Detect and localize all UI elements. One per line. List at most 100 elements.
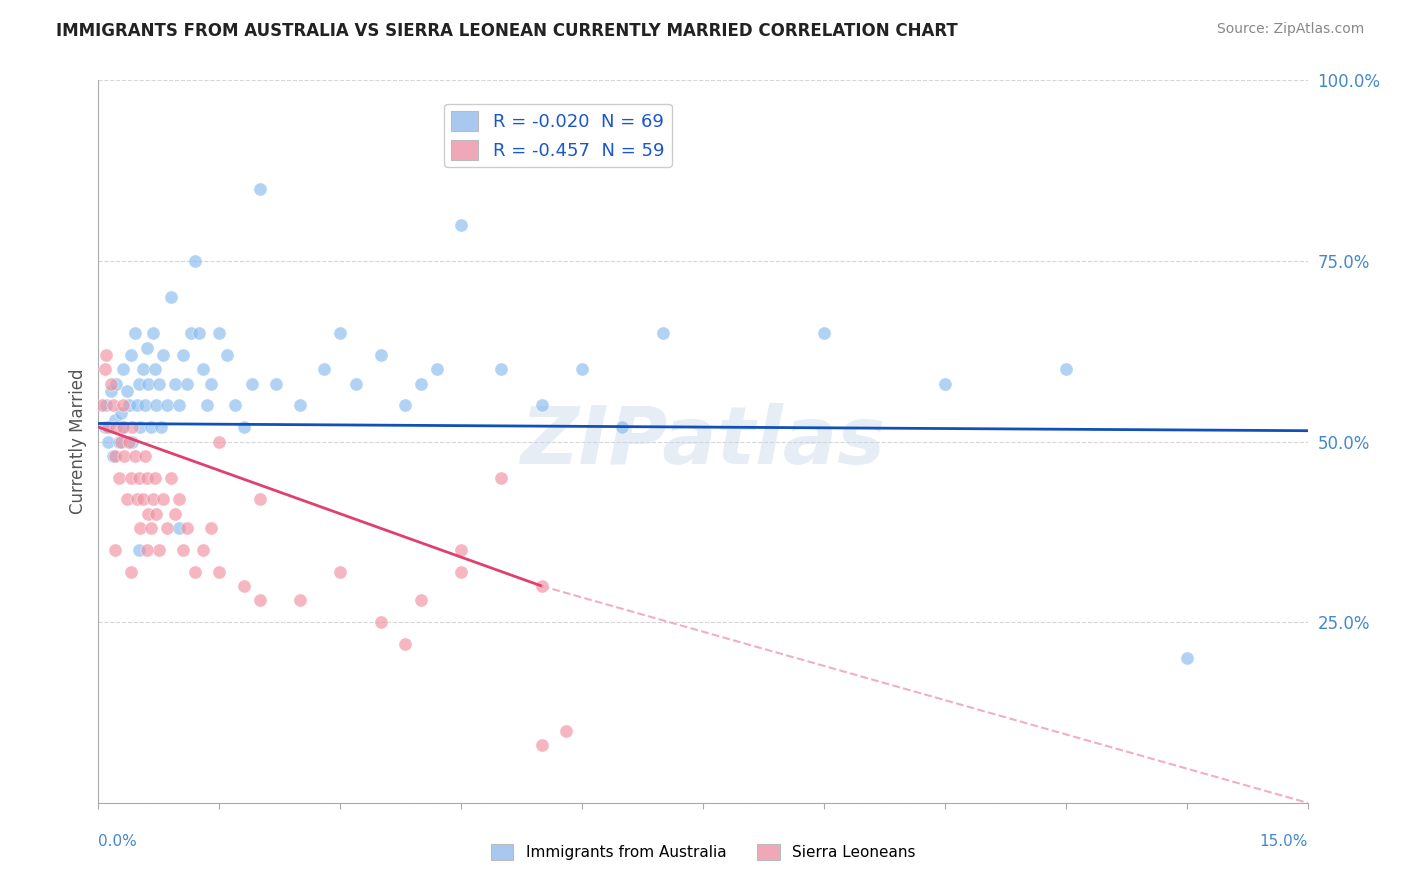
Point xyxy=(129,521,152,535)
Point xyxy=(188,326,211,341)
Point xyxy=(288,593,311,607)
Point xyxy=(129,420,152,434)
Point xyxy=(156,521,179,535)
Point xyxy=(142,326,165,341)
Point xyxy=(105,420,128,434)
Point xyxy=(111,398,134,412)
Point xyxy=(96,348,118,362)
Point xyxy=(571,362,593,376)
Point xyxy=(115,492,138,507)
Point xyxy=(426,362,449,376)
Point xyxy=(193,542,215,557)
Point xyxy=(139,521,162,535)
Point xyxy=(135,542,157,557)
Point xyxy=(148,542,170,557)
Point xyxy=(132,492,155,507)
Point xyxy=(110,406,132,420)
Point xyxy=(105,376,128,391)
Point xyxy=(249,593,271,607)
Point xyxy=(120,471,142,485)
Point xyxy=(128,471,150,485)
Point xyxy=(314,362,336,376)
Point xyxy=(1054,362,1077,376)
Point xyxy=(135,471,157,485)
Point xyxy=(103,449,125,463)
Point xyxy=(232,420,254,434)
Point xyxy=(128,542,150,557)
Point xyxy=(176,521,198,535)
Point xyxy=(142,492,165,507)
Point xyxy=(148,376,170,391)
Point xyxy=(167,521,190,535)
Point xyxy=(134,449,156,463)
Point xyxy=(224,398,246,412)
Point xyxy=(107,434,129,449)
Point xyxy=(491,471,513,485)
Point xyxy=(1175,651,1198,665)
Point xyxy=(121,434,143,449)
Text: 0.0%: 0.0% xyxy=(98,834,138,849)
Point xyxy=(180,326,202,341)
Point xyxy=(329,565,352,579)
Point xyxy=(450,542,472,557)
Point xyxy=(200,521,222,535)
Point xyxy=(184,565,207,579)
Point xyxy=(127,398,149,412)
Point xyxy=(152,348,174,362)
Point xyxy=(96,398,118,412)
Point xyxy=(139,420,162,434)
Point xyxy=(394,398,416,412)
Point xyxy=(167,398,190,412)
Text: ZIPatlas: ZIPatlas xyxy=(520,402,886,481)
Point xyxy=(555,723,578,738)
Point xyxy=(344,376,367,391)
Point xyxy=(530,579,553,593)
Point xyxy=(107,471,129,485)
Point xyxy=(370,615,392,630)
Point xyxy=(160,471,183,485)
Point xyxy=(135,341,157,355)
Point xyxy=(172,348,194,362)
Point xyxy=(409,593,432,607)
Point xyxy=(100,384,122,398)
Point xyxy=(450,565,472,579)
Point xyxy=(394,637,416,651)
Point xyxy=(138,507,160,521)
Point xyxy=(152,492,174,507)
Y-axis label: Currently Married: Currently Married xyxy=(69,368,87,515)
Point xyxy=(249,182,271,196)
Point xyxy=(138,376,160,391)
Point xyxy=(288,398,311,412)
Point xyxy=(217,348,239,362)
Point xyxy=(530,398,553,412)
Point xyxy=(167,492,190,507)
Point xyxy=(91,398,114,412)
Point xyxy=(145,507,167,521)
Point xyxy=(121,420,143,434)
Point xyxy=(112,420,135,434)
Point xyxy=(193,362,215,376)
Point xyxy=(163,507,186,521)
Point xyxy=(264,376,287,391)
Point xyxy=(103,413,125,427)
Point xyxy=(134,398,156,412)
Point xyxy=(329,326,352,341)
Point xyxy=(150,420,173,434)
Point xyxy=(94,362,117,376)
Point xyxy=(101,398,124,412)
Point xyxy=(111,362,134,376)
Point xyxy=(94,420,117,434)
Point xyxy=(120,348,142,362)
Point xyxy=(103,542,125,557)
Text: Source: ZipAtlas.com: Source: ZipAtlas.com xyxy=(1216,22,1364,37)
Point xyxy=(530,738,553,752)
Point xyxy=(240,376,263,391)
Point xyxy=(100,376,122,391)
Point xyxy=(115,384,138,398)
Point xyxy=(101,449,124,463)
Point xyxy=(232,579,254,593)
Point xyxy=(124,449,146,463)
Point xyxy=(143,362,166,376)
Point xyxy=(143,471,166,485)
Point xyxy=(491,362,513,376)
